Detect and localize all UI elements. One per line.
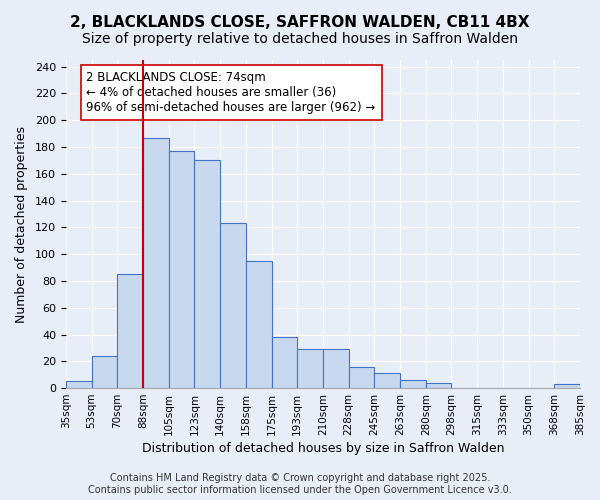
Bar (220, 224, 246, 388)
Text: Size of property relative to detached houses in Saffron Walden: Size of property relative to detached ho… (82, 32, 518, 46)
Bar (349, 366, 374, 388)
Bar (323, 349, 349, 388)
Bar (554, 384, 580, 388)
Bar (374, 374, 400, 388)
Text: Contains HM Land Registry data © Crown copyright and database right 2025.
Contai: Contains HM Land Registry data © Crown c… (88, 474, 512, 495)
Bar (426, 382, 451, 388)
Text: 2 BLACKLANDS CLOSE: 74sqm
← 4% of detached houses are smaller (36)
96% of semi-d: 2 BLACKLANDS CLOSE: 74sqm ← 4% of detach… (86, 70, 376, 114)
Bar (169, 151, 194, 388)
Bar (246, 261, 272, 388)
Bar (297, 349, 323, 388)
Bar (118, 274, 143, 388)
Bar (66, 382, 92, 388)
X-axis label: Distribution of detached houses by size in Saffron Walden: Distribution of detached houses by size … (142, 442, 504, 455)
Bar (400, 380, 426, 388)
Bar (143, 138, 169, 388)
Bar (272, 337, 297, 388)
Text: 2, BLACKLANDS CLOSE, SAFFRON WALDEN, CB11 4BX: 2, BLACKLANDS CLOSE, SAFFRON WALDEN, CB1… (70, 15, 530, 30)
Bar (92, 356, 118, 388)
Bar (194, 160, 220, 388)
Y-axis label: Number of detached properties: Number of detached properties (15, 126, 28, 322)
